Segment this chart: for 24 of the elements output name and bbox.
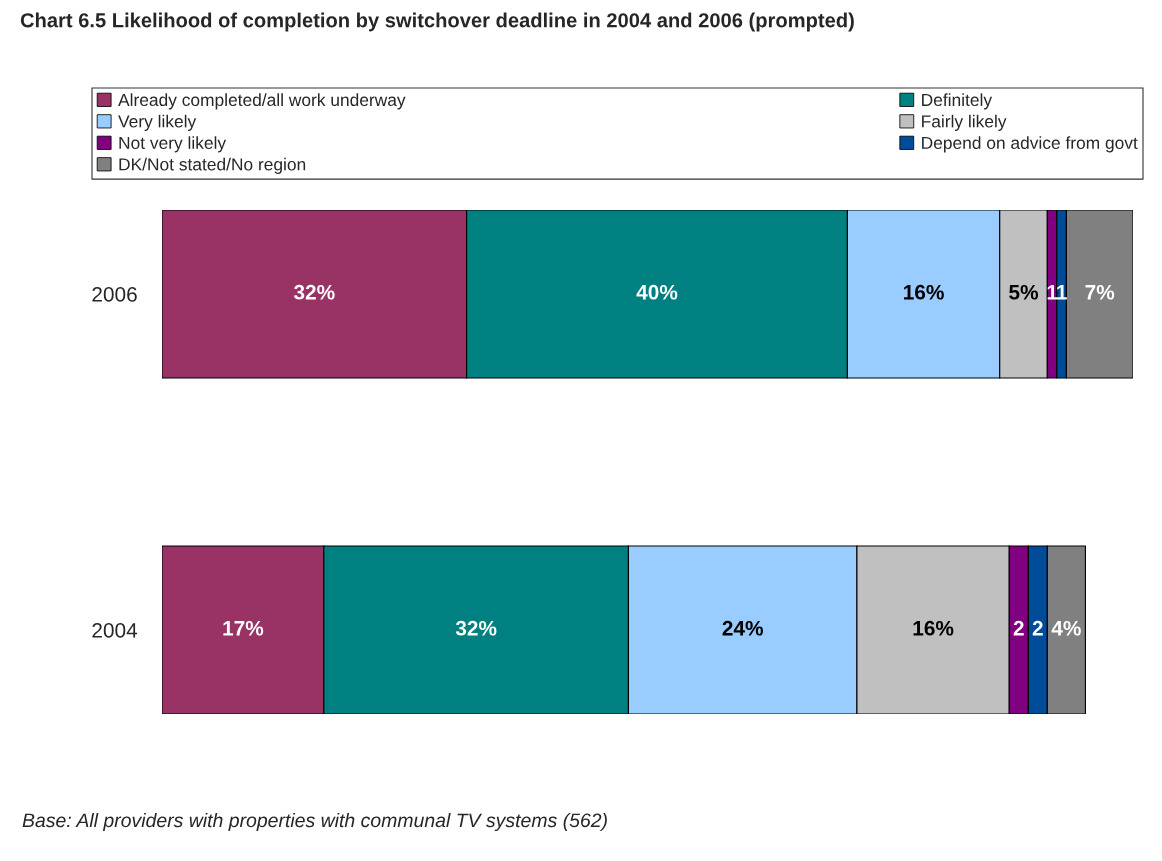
- data-label: 1: [1047, 285, 1058, 300]
- data-label: 7%: [1085, 284, 1115, 300]
- data-label: 32%: [293, 284, 335, 300]
- data-label: 5%: [1009, 284, 1039, 300]
- text: Base: All providers with properties with communal TV systems (562): [22, 812, 607, 832]
- legend-label: Very likely: [118, 114, 197, 131]
- data-label: 32%: [455, 620, 497, 636]
- data-label: 17%: [223, 620, 264, 636]
- data-label: 40%: [636, 284, 678, 300]
- legend-label: Fairly likely: [922, 114, 1007, 131]
- legend-label: DK/Not stated/No region: [119, 157, 306, 174]
- legend-label: Not very likely: [119, 136, 227, 153]
- y-tick-label: 2004: [92, 623, 138, 638]
- y-tick-label: 2006: [92, 287, 137, 302]
- data-label: 16%: [913, 620, 954, 636]
- chart-title: Chart 6.5 Likelihood of completion by switchover deadline in 2004 and 2006 (prompted): [20, 12, 854, 32]
- legend-label: Definitely: [922, 93, 993, 110]
- data-label: 2: [1013, 620, 1024, 636]
- data-label: 24%: [722, 620, 763, 636]
- data-label: 2: [1032, 620, 1043, 636]
- data-label: 16%: [904, 284, 944, 300]
- legend-label: Depend on advice from govt: [922, 136, 1138, 153]
- data-label: 4%: [1051, 620, 1081, 636]
- legend-label: Already completed/all work underway: [118, 93, 406, 110]
